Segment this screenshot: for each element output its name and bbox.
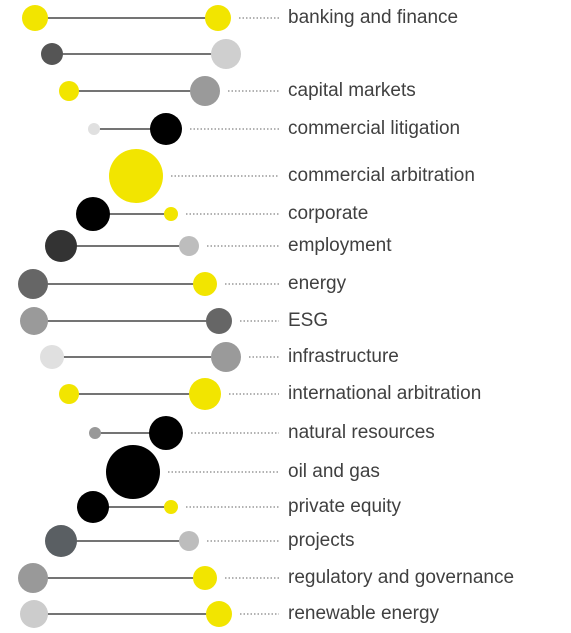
right-dot (193, 272, 217, 296)
right-dot (211, 342, 241, 372)
left-dot (76, 197, 110, 231)
left-dot (20, 307, 48, 335)
label: renewable energy (288, 603, 440, 624)
left-dot (41, 43, 63, 65)
left-dot (89, 427, 101, 439)
label: capital markets (288, 80, 416, 101)
label: natural resources (288, 422, 435, 443)
left-dot (40, 345, 64, 369)
right-dot (205, 5, 231, 31)
left-dot (45, 230, 77, 262)
label: corporate (288, 203, 368, 224)
label: energy (288, 273, 347, 294)
right-dot (193, 566, 217, 590)
label: commercial litigation (288, 118, 460, 139)
right-dot (179, 531, 199, 551)
label: oil and gas (288, 461, 380, 482)
left-dot (88, 123, 100, 135)
label: commercial arbitration (288, 165, 475, 186)
label: banking and finance (288, 7, 458, 28)
label: private equity (288, 496, 402, 517)
left-dot (59, 81, 79, 101)
left-dot (20, 600, 48, 628)
right-dot (106, 445, 160, 499)
left-dot (22, 5, 48, 31)
right-dot (211, 39, 241, 69)
right-dot (164, 207, 178, 221)
right-dot (164, 500, 178, 514)
left-dot (18, 269, 48, 299)
label: ESG (288, 310, 328, 331)
right-dot (109, 149, 163, 203)
label: projects (288, 530, 355, 551)
label: infrastructure (288, 346, 399, 367)
right-dot (206, 601, 232, 627)
label: regulatory and governance (288, 567, 514, 588)
right-dot (149, 416, 183, 450)
left-dot (59, 384, 79, 404)
label: international arbitration (288, 383, 481, 404)
left-dot (45, 525, 77, 557)
left-dot (18, 563, 48, 593)
label: employment (288, 235, 392, 256)
right-dot (179, 236, 199, 256)
left-dot (77, 491, 109, 523)
right-dot (189, 378, 221, 410)
right-dot (206, 308, 232, 334)
right-dot (150, 113, 182, 145)
right-dot (190, 76, 220, 106)
